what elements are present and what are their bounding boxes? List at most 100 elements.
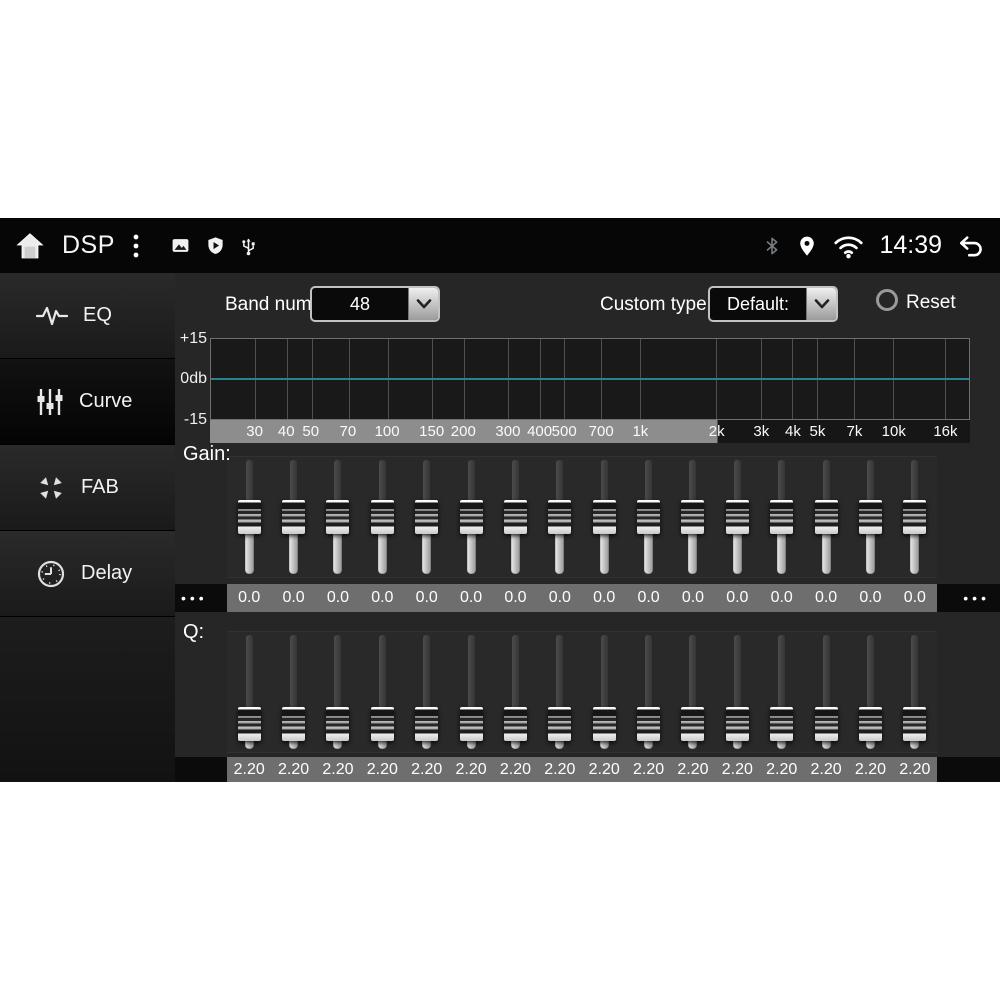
- q-slider-track: [645, 635, 653, 747]
- gain-scroll-right-dots[interactable]: •••: [963, 590, 990, 606]
- gain-slider-thumb[interactable]: [770, 500, 794, 534]
- overflow-menu-icon[interactable]: [131, 230, 141, 262]
- gain-slider-thumb[interactable]: [637, 500, 661, 534]
- gain-slider-thumb[interactable]: [326, 500, 350, 534]
- gain-slider-thumb[interactable]: [592, 500, 616, 534]
- custom-type-select[interactable]: Default:: [708, 286, 838, 322]
- q-slider[interactable]: [858, 632, 882, 752]
- q-slider[interactable]: [770, 632, 794, 752]
- gain-slider-cell: [804, 457, 848, 577]
- q-slider[interactable]: [903, 632, 927, 752]
- bluetooth-icon[interactable]: [762, 233, 782, 259]
- freq-label-30: 30: [246, 423, 263, 440]
- location-icon[interactable]: [796, 232, 818, 260]
- gain-slider-thumb[interactable]: [725, 500, 749, 534]
- gain-slider-thumb[interactable]: [858, 500, 882, 534]
- sidebar-item-fab[interactable]: FAB: [0, 445, 175, 531]
- head-unit-screen: DSP: [0, 218, 1000, 782]
- wifi-icon[interactable]: [832, 233, 865, 259]
- gain-slider-thumb[interactable]: [237, 500, 261, 534]
- q-slider-track: [423, 635, 431, 747]
- q-slider-bank: [227, 631, 937, 753]
- gain-slider-thumb[interactable]: [548, 500, 572, 534]
- gain-slider-thumb[interactable]: [415, 500, 439, 534]
- gain-slider-thumb[interactable]: [903, 500, 927, 534]
- q-slider-thumb[interactable]: [814, 707, 838, 742]
- gain-slider-thumb[interactable]: [282, 500, 306, 534]
- gain-slider[interactable]: [814, 457, 838, 577]
- gain-slider-track: [821, 517, 831, 574]
- q-slider-thumb[interactable]: [725, 707, 749, 742]
- q-slider-thumb[interactable]: [770, 707, 794, 742]
- q-slider-thumb[interactable]: [858, 707, 882, 742]
- gain-slider-track: [644, 517, 654, 574]
- q-slider-thumb[interactable]: [459, 707, 483, 742]
- home-icon[interactable]: [14, 230, 46, 262]
- gain-slider[interactable]: [370, 457, 394, 577]
- q-slider[interactable]: [814, 632, 838, 752]
- gain-scroll-left-dots[interactable]: •••: [181, 590, 208, 606]
- gain-slider-thumb[interactable]: [503, 500, 527, 534]
- gain-slider[interactable]: [903, 457, 927, 577]
- q-slider-thumb[interactable]: [503, 707, 527, 742]
- q-slider-thumb[interactable]: [681, 707, 705, 742]
- play-protect-notification-icon: [206, 236, 225, 255]
- q-slider[interactable]: [637, 632, 661, 752]
- q-slider[interactable]: [326, 632, 350, 752]
- gain-slider[interactable]: [637, 457, 661, 577]
- q-slider-thumb[interactable]: [237, 707, 261, 742]
- q-slider-thumb[interactable]: [370, 707, 394, 742]
- q-slider-thumb[interactable]: [415, 707, 439, 742]
- gain-slider[interactable]: [415, 457, 439, 577]
- gain-slider-thumb[interactable]: [681, 500, 705, 534]
- q-slider[interactable]: [681, 632, 705, 752]
- gain-slider[interactable]: [681, 457, 705, 577]
- q-slider[interactable]: [592, 632, 616, 752]
- band-num-select[interactable]: 48: [310, 286, 440, 322]
- gain-slider[interactable]: [503, 457, 527, 577]
- chevron-down-icon[interactable]: [408, 288, 438, 320]
- q-slider[interactable]: [548, 632, 572, 752]
- gain-slider[interactable]: [725, 457, 749, 577]
- sidebar-item-delay[interactable]: Delay: [0, 531, 175, 617]
- gain-value: 0.0: [238, 589, 261, 606]
- back-icon[interactable]: [956, 232, 986, 260]
- sidebar-item-label: Curve: [79, 390, 133, 412]
- reset-radio[interactable]: [876, 289, 898, 311]
- q-slider[interactable]: [282, 632, 306, 752]
- gain-slider-thumb[interactable]: [814, 500, 838, 534]
- q-slider-thumb[interactable]: [903, 707, 927, 742]
- q-slider-thumb[interactable]: [637, 707, 661, 742]
- gain-slider-thumb[interactable]: [459, 500, 483, 534]
- gain-slider-thumb[interactable]: [370, 500, 394, 534]
- q-slider[interactable]: [237, 632, 261, 752]
- gain-slider[interactable]: [592, 457, 616, 577]
- q-slider-thumb[interactable]: [326, 707, 350, 742]
- chevron-down-icon[interactable]: [806, 288, 836, 320]
- gain-slider[interactable]: [548, 457, 572, 577]
- freq-label-70: 70: [339, 423, 357, 440]
- q-slider[interactable]: [370, 632, 394, 752]
- q-slider[interactable]: [459, 632, 483, 752]
- q-slider-thumb[interactable]: [548, 707, 572, 742]
- gain-slider-cell: [449, 457, 493, 577]
- sidebar-item-eq[interactable]: EQ: [0, 273, 175, 359]
- gain-value: 0.0: [282, 589, 305, 606]
- gain-slider[interactable]: [326, 457, 350, 577]
- sidebar-item-curve[interactable]: Curve: [0, 359, 175, 445]
- q-slider-track: [689, 635, 697, 747]
- gain-slider[interactable]: [858, 457, 882, 577]
- q-slider-thumb[interactable]: [592, 707, 616, 742]
- q-slider-thumb[interactable]: [282, 707, 306, 742]
- q-slider[interactable]: [725, 632, 749, 752]
- q-slider-cell: [626, 632, 670, 752]
- gain-slider[interactable]: [770, 457, 794, 577]
- fab-fader-icon: [36, 473, 66, 503]
- sidebar-filler: [0, 617, 175, 782]
- gain-slider[interactable]: [237, 457, 261, 577]
- q-slider[interactable]: [415, 632, 439, 752]
- gain-slider[interactable]: [459, 457, 483, 577]
- gain-slider[interactable]: [282, 457, 306, 577]
- freq-label-2k: 2k: [708, 423, 725, 440]
- q-slider[interactable]: [503, 632, 527, 752]
